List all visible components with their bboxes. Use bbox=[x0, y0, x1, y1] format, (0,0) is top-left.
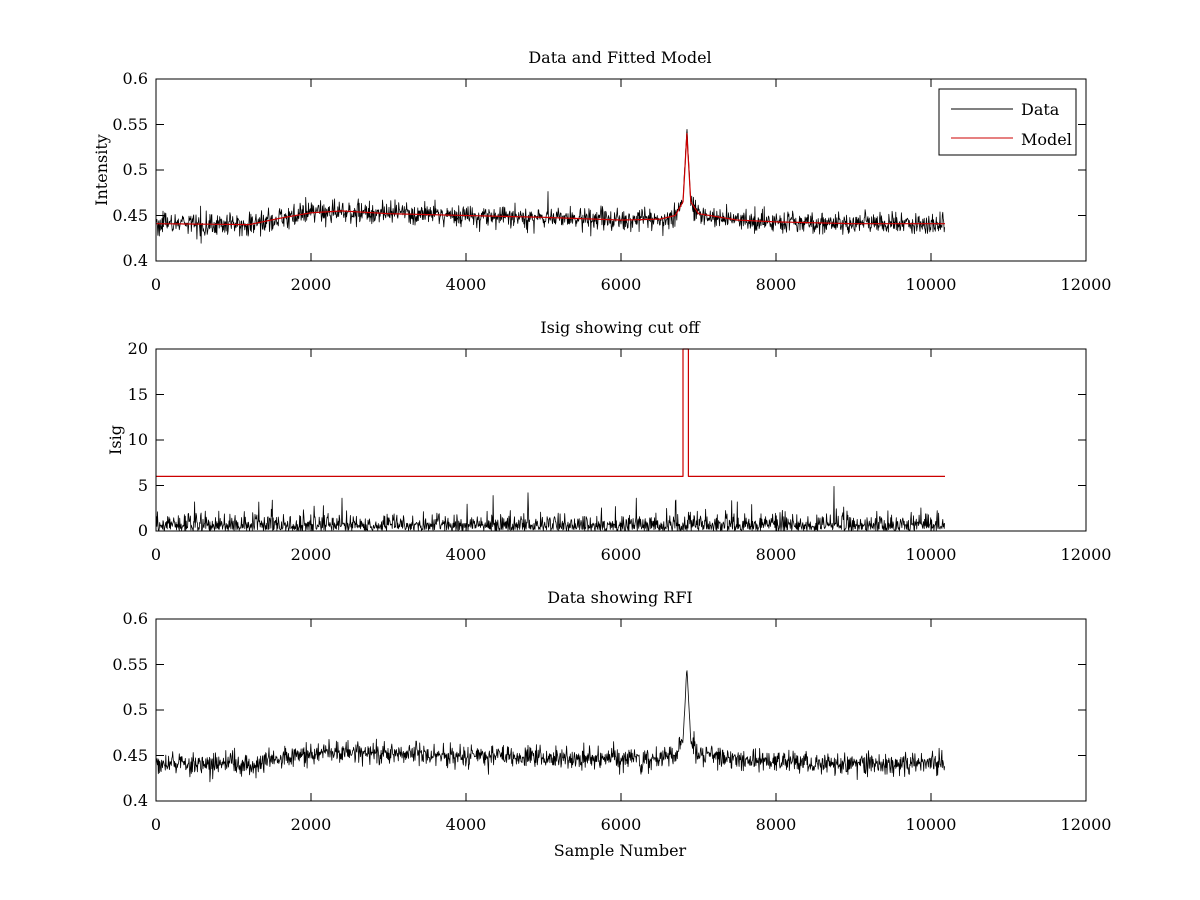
subplot-isig-showing-cut-off: Isig showing cut off Isig 0 2000 4000 60… bbox=[106, 318, 1111, 564]
x-tick-label: 8000 bbox=[756, 275, 797, 294]
y-tick-label: 0.6 bbox=[123, 609, 148, 628]
x-tick-labels: 0 2000 4000 6000 8000 10000 12000 bbox=[151, 275, 1112, 294]
y-tick-label: 5 bbox=[138, 476, 148, 495]
y-tick-label: 0.4 bbox=[123, 791, 148, 810]
x-tick-label: 10000 bbox=[906, 275, 957, 294]
y-tick-label: 0.5 bbox=[123, 160, 148, 179]
y-tick-label: 10 bbox=[128, 430, 148, 449]
x-tick-label: 0 bbox=[151, 275, 161, 294]
y-tick-label: 0.55 bbox=[112, 115, 148, 134]
x-tick-label: 10000 bbox=[906, 815, 957, 834]
y-axis-label: Intensity bbox=[92, 134, 111, 206]
y-tick-labels: 0.4 0.45 0.5 0.55 0.6 bbox=[112, 69, 148, 270]
y-tick-label: 0 bbox=[138, 521, 148, 540]
x-tick-label: 4000 bbox=[446, 815, 487, 834]
tick-marks bbox=[155, 348, 1087, 532]
x-tick-label: 0 bbox=[151, 545, 161, 564]
series-line-cutoff bbox=[156, 348, 945, 477]
x-tick-label: 4000 bbox=[446, 275, 487, 294]
y-tick-label: 0.55 bbox=[112, 655, 148, 674]
y-tick-label: 0.6 bbox=[123, 69, 148, 88]
chart-title: Data showing RFI bbox=[547, 588, 692, 607]
plot-area bbox=[155, 348, 945, 532]
series-line-data bbox=[155, 670, 945, 783]
series-line-model bbox=[156, 133, 945, 226]
x-tick-label: 2000 bbox=[291, 815, 332, 834]
y-tick-label: 0.45 bbox=[112, 206, 148, 225]
y-tick-label: 15 bbox=[128, 385, 148, 404]
y-tick-label: 0.5 bbox=[123, 700, 148, 719]
tick-marks bbox=[155, 78, 1087, 262]
x-axis-label: Sample Number bbox=[554, 841, 687, 860]
chart-title: Data and Fitted Model bbox=[528, 48, 711, 67]
axes-frame bbox=[155, 348, 1087, 532]
x-tick-label: 6000 bbox=[601, 275, 642, 294]
x-tick-label: 6000 bbox=[601, 815, 642, 834]
x-tick-label: 6000 bbox=[601, 545, 642, 564]
x-tick-labels: 0 2000 4000 6000 8000 10000 12000 bbox=[151, 545, 1112, 564]
plot-area bbox=[155, 670, 945, 783]
x-tick-label: 4000 bbox=[446, 545, 487, 564]
y-axis-label: Isig bbox=[106, 425, 125, 455]
x-tick-label: 2000 bbox=[291, 275, 332, 294]
plot-area bbox=[155, 129, 945, 244]
y-tick-label: 0.45 bbox=[112, 746, 148, 765]
tick-marks bbox=[155, 618, 1087, 802]
y-tick-labels: 0 5 10 15 20 bbox=[128, 339, 148, 540]
x-tick-label: 8000 bbox=[756, 545, 797, 564]
y-tick-label: 20 bbox=[128, 339, 148, 358]
x-tick-labels: 0 2000 4000 6000 8000 10000 12000 bbox=[151, 815, 1112, 834]
x-tick-label: 12000 bbox=[1061, 275, 1112, 294]
y-tick-labels: 0.4 0.45 0.5 0.55 0.6 bbox=[112, 609, 148, 810]
x-tick-label: 12000 bbox=[1061, 545, 1112, 564]
subplot-data-showing-rfi: Data showing RFI 0 2000 4000 6000 8000 1… bbox=[112, 588, 1111, 860]
x-tick-label: 2000 bbox=[291, 545, 332, 564]
legend-label-model: Model bbox=[1021, 130, 1072, 149]
legend-box bbox=[938, 88, 1077, 156]
series-line-data bbox=[155, 129, 945, 244]
series-line-isig bbox=[155, 486, 945, 532]
x-tick-label: 12000 bbox=[1061, 815, 1112, 834]
x-tick-label: 8000 bbox=[756, 815, 797, 834]
y-tick-label: 0.4 bbox=[123, 251, 148, 270]
x-tick-label: 0 bbox=[151, 815, 161, 834]
chart-title: Isig showing cut off bbox=[540, 318, 701, 337]
x-tick-label: 10000 bbox=[906, 545, 957, 564]
axes-frame bbox=[155, 618, 1087, 802]
legend-label-data: Data bbox=[1021, 100, 1060, 119]
legend: Data Model bbox=[938, 88, 1077, 156]
subplot-data-and-fitted-model: Data and Fitted Model Intensity 0 2000 4… bbox=[92, 48, 1111, 294]
